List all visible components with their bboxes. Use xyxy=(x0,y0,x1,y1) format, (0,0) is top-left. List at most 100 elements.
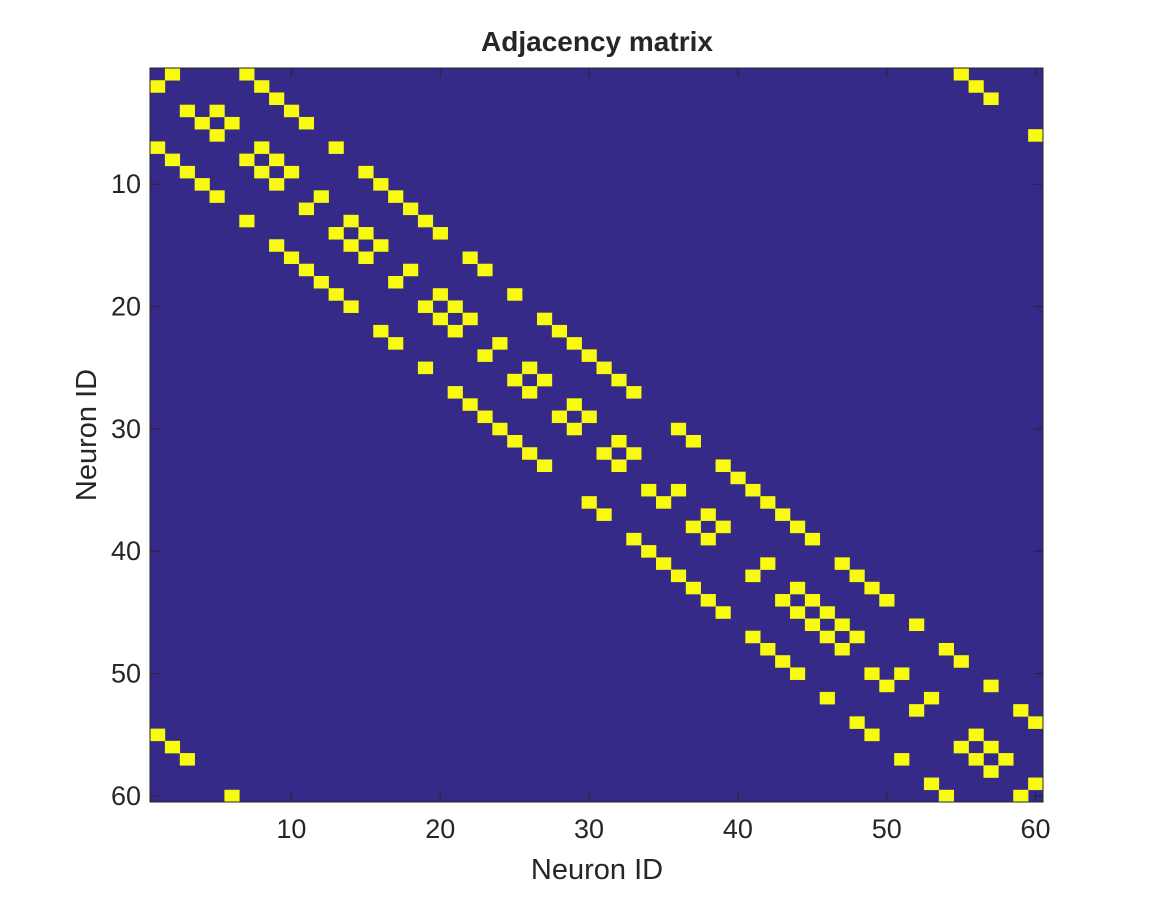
matrix-cell-47-46 xyxy=(819,630,835,644)
matrix-cell-55-1 xyxy=(150,728,166,742)
matrix-cell-46-47 xyxy=(834,618,850,632)
matrix-cell-12-11 xyxy=(298,202,315,216)
matrix-cell-15-9 xyxy=(269,239,285,252)
matrix-cell-11-5 xyxy=(209,190,225,203)
matrix-cell-3-57 xyxy=(983,92,999,105)
matrix-cell-32-33 xyxy=(626,447,642,460)
matrix-cell-22-16 xyxy=(373,324,389,338)
matrix-cell-47-48 xyxy=(849,630,865,644)
matrix-cell-49-43 xyxy=(775,655,791,668)
matrix-cell-21-20 xyxy=(432,312,448,326)
matrix-cell-4-10 xyxy=(283,104,300,118)
x-tick-label: 60 xyxy=(1021,814,1051,844)
matrix-cell-16-15 xyxy=(358,251,374,265)
matrix-cell-57-56 xyxy=(968,753,984,766)
matrix-cell-41-35 xyxy=(656,557,672,570)
y-tick-label: 10 xyxy=(111,169,141,199)
matrix-cell-51-50 xyxy=(879,679,895,693)
matrix-cell-33-32 xyxy=(611,459,627,472)
matrix-cell-57-3 xyxy=(179,753,195,766)
matrix-cell-45-39 xyxy=(715,606,731,619)
matrix-cell-13-14 xyxy=(343,214,359,228)
y-tick-label: 40 xyxy=(111,536,141,566)
matrix-cell-36-30 xyxy=(581,496,597,509)
matrix-cell-2-56 xyxy=(968,80,984,93)
matrix-cell-26-27 xyxy=(536,373,553,387)
matrix-cell-44-43 xyxy=(775,594,791,607)
matrix-cell-37-31 xyxy=(596,508,612,521)
matrix-cell-32-31 xyxy=(596,447,612,460)
matrix-cell-40-34 xyxy=(641,545,657,558)
matrix-cell-25-31 xyxy=(596,361,612,375)
matrix-cell-6-60 xyxy=(1028,129,1044,142)
chart-title: Adjacency matrix xyxy=(481,26,713,57)
matrix-cell-26-25 xyxy=(507,373,523,387)
matrix-cell-1-7 xyxy=(239,68,255,81)
x-tick-label: 10 xyxy=(276,814,306,844)
y-axis-label: Neuron ID xyxy=(71,369,103,501)
matrix-cell-4-3 xyxy=(179,104,195,118)
matrix-cell-22-21 xyxy=(447,324,463,338)
matrix-cell-8-2 xyxy=(164,153,181,167)
matrix-cell-21-22 xyxy=(462,312,478,326)
matrix-cell-25-26 xyxy=(522,361,538,375)
matrix-cell-29-28 xyxy=(551,410,568,424)
matrix-cell-23-24 xyxy=(492,337,508,350)
matrix-cell-9-8 xyxy=(254,165,270,179)
matrix-cell-52-53 xyxy=(923,691,940,705)
matrix-cell-53-52 xyxy=(909,704,925,717)
matrix-cell-17-23 xyxy=(477,263,493,277)
matrix-cell-59-60 xyxy=(1028,777,1044,791)
matrix-cell-26-32 xyxy=(611,373,627,387)
matrix-cell-7-1 xyxy=(150,141,166,154)
matrix-cell-43-37 xyxy=(685,581,701,595)
y-tick-label: 30 xyxy=(111,414,141,444)
matrix-cell-18-17 xyxy=(388,275,404,289)
matrix-cell-47-41 xyxy=(745,630,761,644)
matrix-cell-28-29 xyxy=(566,398,582,411)
matrix-cell-44-38 xyxy=(700,594,716,607)
matrix-cell-23-17 xyxy=(388,337,404,350)
matrix-cell-19-20 xyxy=(432,288,448,301)
matrix-cell-21-27 xyxy=(536,312,553,326)
matrix-cell-2-8 xyxy=(254,80,270,93)
matrix-cell-29-30 xyxy=(581,410,597,424)
matrix-cell-1-55 xyxy=(953,68,969,81)
matrix-cell-39-38 xyxy=(700,532,716,546)
y-tick-label: 60 xyxy=(111,781,141,811)
matrix-cell-10-9 xyxy=(269,178,285,191)
matrix-cell-42-48 xyxy=(849,569,865,583)
matrix-cell-46-52 xyxy=(909,618,925,632)
matrix-cell-34-40 xyxy=(730,471,746,485)
matrix-cell-30-24 xyxy=(492,422,508,436)
matrix-cell-39-45 xyxy=(804,532,821,546)
matrix-cell-41-42 xyxy=(760,557,776,570)
matrix-cell-13-19 xyxy=(417,214,434,228)
matrix-cell-5-4 xyxy=(194,116,210,130)
matrix-cell-51-57 xyxy=(983,679,999,693)
matrix-cell-14-20 xyxy=(432,227,448,240)
matrix-cell-23-29 xyxy=(566,337,582,350)
matrix-cell-48-54 xyxy=(938,642,954,656)
matrix-cell-15-16 xyxy=(373,239,389,252)
matrix-cells xyxy=(150,68,1044,803)
x-tick-label: 40 xyxy=(723,814,753,844)
matrix-cell-31-25 xyxy=(507,435,523,448)
matrix-cell-20-21 xyxy=(447,300,463,313)
matrix-cell-1-2 xyxy=(164,68,181,81)
matrix-cell-5-11 xyxy=(298,116,315,130)
matrix-cell-27-33 xyxy=(626,386,642,399)
matrix-cell-14-15 xyxy=(358,227,374,240)
matrix-cell-56-57 xyxy=(983,740,999,754)
matrix-cell-17-11 xyxy=(298,263,315,277)
matrix-cell-24-30 xyxy=(581,349,597,362)
matrix-cell-30-29 xyxy=(566,422,582,436)
y-tick-label: 20 xyxy=(111,292,141,322)
matrix-cell-24-23 xyxy=(477,349,493,362)
matrix-cell-32-26 xyxy=(522,447,538,460)
matrix-cell-3-9 xyxy=(269,92,285,105)
matrix-cell-37-43 xyxy=(775,508,791,521)
matrix-cell-41-47 xyxy=(834,557,850,570)
x-axis-label: Neuron ID xyxy=(531,854,663,886)
